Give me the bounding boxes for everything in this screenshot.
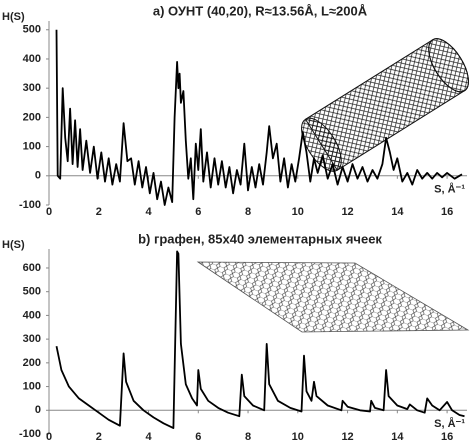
y-tick-label: 400	[23, 53, 41, 65]
nanotube-illustration	[301, 38, 469, 172]
y-axis-label: H(S)	[2, 239, 25, 251]
y-tick-label: 400	[23, 309, 41, 321]
data-line	[55, 29, 463, 206]
x-tick-label: 0	[46, 431, 52, 443]
graphene-illustration	[196, 261, 470, 333]
y-tick-label: 100	[23, 380, 41, 392]
x-tick-label: 10	[292, 431, 304, 443]
x-tick-label: 6	[195, 206, 201, 218]
x-tick-label: 8	[245, 431, 251, 443]
y-tick-label: -100	[19, 428, 41, 440]
y-axis-label: H(S)	[2, 11, 25, 23]
y-tick-label: 600	[23, 262, 41, 274]
x-tick-label: 16	[441, 431, 453, 443]
y-tick-label: 200	[23, 111, 41, 123]
x-tick-label: 10	[292, 206, 304, 218]
x-tick-label: 8	[245, 206, 251, 218]
x-tick-label: 2	[96, 431, 102, 443]
y-tick-label: 500	[23, 286, 41, 298]
x-tick-label: 16	[441, 206, 453, 218]
x-tick-label: 4	[145, 206, 152, 218]
x-tick-label: 12	[341, 431, 353, 443]
y-tick-label: -100	[19, 199, 41, 211]
x-tick-label: 4	[145, 431, 152, 443]
x-axis-label: S, Å⁻¹	[434, 417, 465, 430]
chart-title: b) графен, 85х40 элементарных ячеек	[138, 231, 382, 246]
x-axis-label: S, Å⁻¹	[434, 183, 465, 196]
y-tick-label: 200	[23, 357, 41, 369]
x-tick-label: 14	[391, 431, 404, 443]
x-tick-label: 14	[391, 206, 404, 218]
y-tick-label: 500	[23, 24, 41, 36]
x-tick-label: 6	[195, 431, 201, 443]
x-tick-label: 0	[46, 206, 52, 218]
x-tick-label: 12	[341, 206, 353, 218]
y-tick-label: 300	[23, 82, 41, 94]
y-tick-label: 100	[23, 140, 41, 152]
chart-title: a) ОУНТ (40,20), R≈13.56Å, L≈200Å	[153, 3, 368, 18]
data-line	[55, 250, 465, 429]
x-tick-label: 2	[96, 206, 102, 218]
y-tick-label: 0	[35, 170, 41, 182]
y-tick-label: 0	[35, 404, 41, 416]
y-tick-label: 300	[23, 333, 41, 345]
